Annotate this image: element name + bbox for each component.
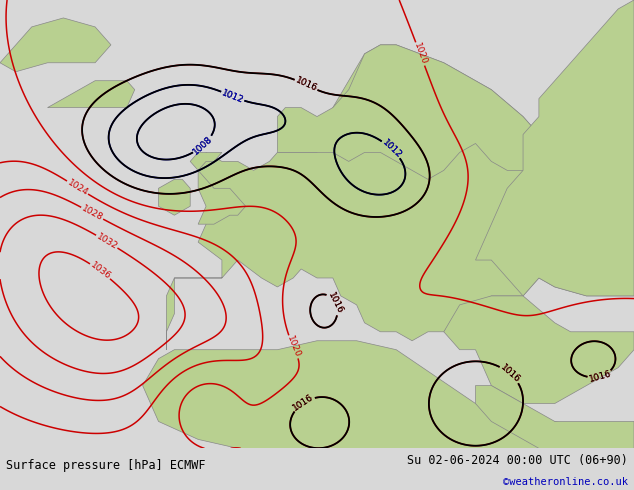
Text: 1012: 1012 [221,88,245,105]
Polygon shape [476,0,634,296]
Text: ©weatheronline.co.uk: ©weatheronline.co.uk [503,477,628,487]
Text: 1012: 1012 [380,138,403,160]
Text: 1012: 1012 [221,88,245,105]
Text: 1008: 1008 [191,134,215,156]
Text: 1020: 1020 [412,42,429,66]
Polygon shape [48,81,134,108]
Text: 1036: 1036 [88,261,112,282]
Text: 1016: 1016 [294,76,318,94]
Polygon shape [278,45,555,179]
Text: 1016: 1016 [292,393,316,413]
Text: 1012: 1012 [380,138,403,160]
Text: 1020: 1020 [285,335,302,359]
Polygon shape [143,341,634,448]
Text: 1016: 1016 [292,393,316,413]
Text: 1032: 1032 [94,232,119,251]
Polygon shape [158,179,190,215]
Polygon shape [444,296,634,404]
Polygon shape [0,18,111,72]
Polygon shape [476,386,634,457]
Text: 1016: 1016 [498,363,522,385]
Text: 1016: 1016 [327,291,345,316]
Text: 1024: 1024 [65,178,89,197]
Text: 1016: 1016 [294,76,318,94]
Polygon shape [166,45,634,350]
Text: 1016: 1016 [588,369,612,384]
Polygon shape [190,152,246,224]
Text: 1016: 1016 [498,363,522,385]
Text: 1008: 1008 [191,134,215,156]
Text: Surface pressure [hPa] ECMWF: Surface pressure [hPa] ECMWF [6,459,206,471]
Text: 1028: 1028 [80,204,105,222]
Text: Su 02-06-2024 00:00 UTC (06+90): Su 02-06-2024 00:00 UTC (06+90) [407,454,628,466]
Text: 1016: 1016 [588,369,612,384]
Text: 1016: 1016 [327,291,345,316]
